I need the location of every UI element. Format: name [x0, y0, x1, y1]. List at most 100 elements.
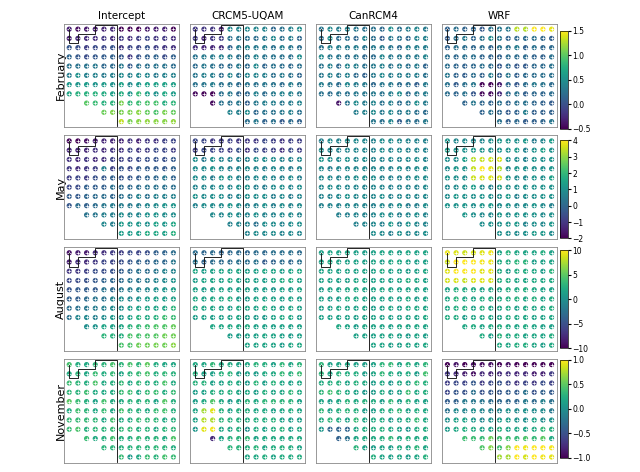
Point — [64, 314, 74, 321]
Point — [108, 323, 118, 330]
Point — [547, 211, 557, 219]
Point — [333, 211, 344, 219]
Point — [333, 407, 344, 414]
Point — [325, 258, 335, 266]
Point — [142, 25, 152, 33]
Point — [125, 53, 135, 61]
Point — [90, 249, 100, 257]
Point — [368, 44, 378, 51]
Point — [386, 118, 396, 126]
Point — [325, 416, 335, 424]
Point — [142, 425, 152, 433]
Point — [243, 229, 253, 237]
Point — [460, 370, 470, 378]
Point — [199, 137, 209, 145]
Point — [325, 202, 335, 210]
Point — [207, 174, 218, 182]
Point — [351, 90, 361, 98]
Point — [477, 165, 487, 172]
Point — [151, 286, 161, 294]
Point — [442, 304, 452, 312]
Point — [403, 25, 413, 33]
Point — [81, 416, 92, 424]
Point — [377, 370, 387, 378]
Point — [394, 416, 404, 424]
Point — [268, 435, 278, 442]
Point — [477, 202, 487, 210]
Point — [225, 361, 235, 368]
Point — [134, 118, 144, 126]
Point — [351, 137, 361, 145]
Point — [294, 53, 305, 61]
Point — [225, 295, 235, 303]
Point — [403, 453, 413, 461]
Point — [251, 314, 261, 321]
Point — [134, 379, 144, 387]
Point — [477, 370, 487, 378]
Point — [342, 174, 353, 182]
Point — [351, 44, 361, 51]
Point — [81, 277, 92, 284]
Point — [285, 304, 296, 312]
Point — [151, 379, 161, 387]
Point — [486, 193, 496, 200]
Point — [285, 184, 296, 191]
Point — [268, 286, 278, 294]
Point — [468, 44, 479, 51]
Point — [285, 81, 296, 88]
Point — [412, 425, 422, 433]
Point — [168, 202, 179, 210]
Point — [386, 314, 396, 321]
Point — [99, 174, 109, 182]
Point — [134, 407, 144, 414]
Point — [512, 295, 522, 303]
Point — [277, 314, 287, 321]
Point — [325, 304, 335, 312]
Point — [442, 44, 452, 51]
Point — [99, 435, 109, 442]
Point — [134, 444, 144, 452]
Point — [503, 323, 513, 330]
Point — [260, 109, 270, 116]
Point — [216, 323, 227, 330]
Point — [538, 109, 548, 116]
Point — [377, 137, 387, 145]
Point — [403, 211, 413, 219]
Point — [251, 90, 261, 98]
Point — [403, 146, 413, 154]
Point — [394, 407, 404, 414]
Point — [403, 44, 413, 51]
Point — [486, 295, 496, 303]
Point — [351, 99, 361, 107]
Point — [285, 295, 296, 303]
Point — [377, 90, 387, 98]
Point — [377, 72, 387, 79]
Point — [108, 370, 118, 378]
Point — [216, 370, 227, 378]
Point — [420, 81, 431, 88]
Point — [251, 425, 261, 433]
Point — [234, 314, 244, 321]
Point — [529, 295, 540, 303]
Point — [451, 314, 461, 321]
Point — [277, 220, 287, 228]
Point — [394, 72, 404, 79]
Point — [294, 416, 305, 424]
Point — [377, 34, 387, 42]
Point — [325, 370, 335, 378]
Point — [333, 53, 344, 61]
Point — [460, 81, 470, 88]
Point — [125, 268, 135, 275]
Point — [377, 425, 387, 433]
Point — [420, 156, 431, 163]
Point — [412, 425, 422, 433]
Point — [99, 220, 109, 228]
Point — [199, 25, 209, 33]
Point — [377, 109, 387, 116]
Point — [285, 62, 296, 70]
Point — [251, 277, 261, 284]
Point — [386, 53, 396, 61]
Point — [99, 25, 109, 33]
Point — [277, 118, 287, 126]
Point — [260, 72, 270, 79]
